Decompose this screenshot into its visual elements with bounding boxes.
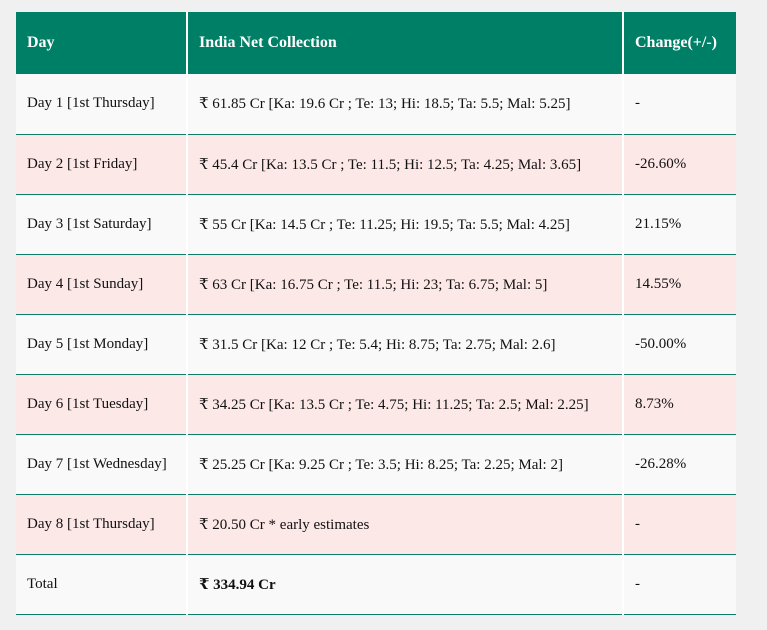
total-change-cell: -: [622, 554, 736, 615]
day-cell: Day 7 [1st Wednesday]: [16, 434, 187, 495]
day-cell: Day 5 [1st Monday]: [16, 314, 187, 375]
day-cell: Day 2 [1st Friday]: [16, 134, 187, 195]
header-change: Change(+/-): [622, 12, 736, 74]
header-collection: India Net Collection: [186, 12, 623, 74]
collection-cell: ₹ 20.50 Cr * early estimates: [186, 494, 623, 555]
total-label-cell: Total: [16, 554, 187, 615]
collection-cell: ₹ 55 Cr [Ka: 14.5 Cr ; Te: 11.25; Hi: 19…: [186, 194, 623, 255]
change-cell: -: [622, 74, 736, 135]
collection-cell: ₹ 45.4 Cr [Ka: 13.5 Cr ; Te: 11.5; Hi: 1…: [186, 134, 623, 195]
collection-cell: ₹ 31.5 Cr [Ka: 12 Cr ; Te: 5.4; Hi: 8.75…: [186, 314, 623, 375]
table-row: Day 5 [1st Monday] ₹ 31.5 Cr [Ka: 12 Cr …: [16, 314, 736, 375]
collection-cell: ₹ 34.25 Cr [Ka: 13.5 Cr ; Te: 4.75; Hi: …: [186, 374, 623, 435]
collection-table-container: Day India Net Collection Change(+/-) Day…: [16, 12, 736, 615]
collection-cell: ₹ 25.25 Cr [Ka: 9.25 Cr ; Te: 3.5; Hi: 8…: [186, 434, 623, 495]
header-day: Day: [16, 12, 187, 74]
table-row: Day 1 [1st Thursday] ₹ 61.85 Cr [Ka: 19.…: [16, 74, 736, 135]
table-header-row: Day India Net Collection Change(+/-): [16, 12, 736, 74]
collection-cell: ₹ 61.85 Cr [Ka: 19.6 Cr ; Te: 13; Hi: 18…: [186, 74, 623, 135]
total-row: Total ₹ 334.94 Cr -: [16, 554, 736, 615]
table-row: Day 3 [1st Saturday] ₹ 55 Cr [Ka: 14.5 C…: [16, 194, 736, 255]
total-amount-cell: ₹ 334.94 Cr: [186, 554, 623, 615]
day-cell: Day 6 [1st Tuesday]: [16, 374, 187, 435]
table-row: Day 6 [1st Tuesday] ₹ 34.25 Cr [Ka: 13.5…: [16, 374, 736, 435]
change-cell: -50.00%: [622, 314, 736, 375]
day-cell: Day 3 [1st Saturday]: [16, 194, 187, 255]
collection-cell: ₹ 63 Cr [Ka: 16.75 Cr ; Te: 11.5; Hi: 23…: [186, 254, 623, 315]
table-row: Day 7 [1st Wednesday] ₹ 25.25 Cr [Ka: 9.…: [16, 434, 736, 495]
table-row: Day 8 [1st Thursday] ₹ 20.50 Cr * early …: [16, 494, 736, 555]
day-cell: Day 4 [1st Sunday]: [16, 254, 187, 315]
table-row: Day 2 [1st Friday] ₹ 45.4 Cr [Ka: 13.5 C…: [16, 134, 736, 195]
day-cell: Day 8 [1st Thursday]: [16, 494, 187, 555]
change-cell: 8.73%: [622, 374, 736, 435]
table-row: Day 4 [1st Sunday] ₹ 63 Cr [Ka: 16.75 Cr…: [16, 254, 736, 315]
day-cell: Day 1 [1st Thursday]: [16, 74, 187, 135]
change-cell: 21.15%: [622, 194, 736, 255]
change-cell: 14.55%: [622, 254, 736, 315]
change-cell: -: [622, 494, 736, 555]
change-cell: -26.60%: [622, 134, 736, 195]
change-cell: -26.28%: [622, 434, 736, 495]
collection-table: Day India Net Collection Change(+/-) Day…: [16, 12, 736, 615]
